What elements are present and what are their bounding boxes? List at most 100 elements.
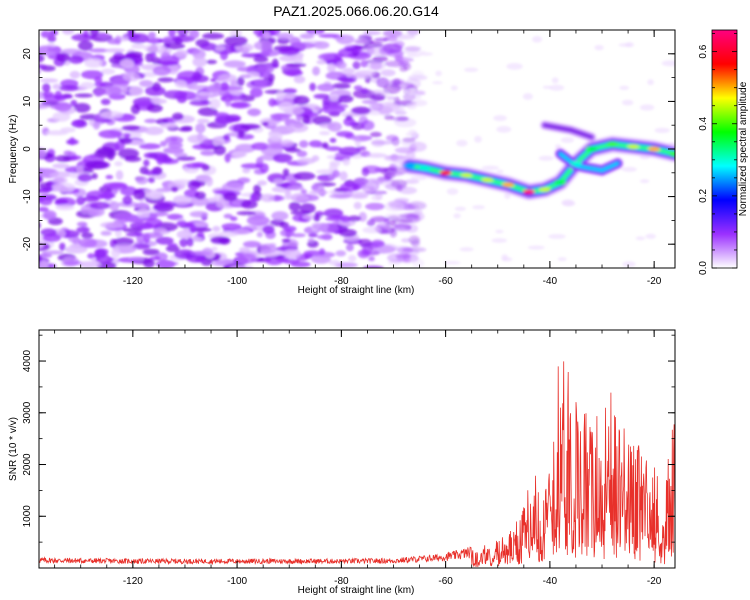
noise-blob xyxy=(300,189,307,195)
noise-blob xyxy=(284,148,302,153)
noise-blob xyxy=(371,93,386,102)
noise-blob xyxy=(111,247,121,259)
noise-blob xyxy=(352,61,361,70)
noise-blob xyxy=(144,170,159,176)
noise-blob xyxy=(321,105,346,114)
noise-blob xyxy=(76,226,90,233)
noise-blob xyxy=(291,233,306,238)
noise-blob xyxy=(122,195,133,205)
noise-blob xyxy=(398,213,420,219)
noise-blob xyxy=(197,91,213,97)
x-tick-label: -40 xyxy=(543,276,558,287)
noise-blob xyxy=(317,53,335,61)
noise-blob xyxy=(366,182,377,187)
spectrogram-signal-track xyxy=(401,121,675,200)
noise-blob xyxy=(202,32,225,40)
noise-blob xyxy=(272,153,293,163)
x-tick-label: -120 xyxy=(123,276,143,287)
noise-blob xyxy=(64,245,88,254)
noise-blob xyxy=(493,115,507,122)
noise-blob xyxy=(101,86,122,96)
noise-blob xyxy=(635,236,646,241)
spectrogram-y-tick-labels: -20 -10 0 10 20 xyxy=(22,48,33,252)
noise-blob xyxy=(363,265,384,268)
noise-blob xyxy=(139,80,154,87)
noise-blob xyxy=(194,191,206,200)
signal-track-branch xyxy=(542,123,594,140)
noise-blob xyxy=(351,73,369,79)
noise-blob xyxy=(197,107,218,117)
signal-peak xyxy=(439,170,452,176)
noise-blob xyxy=(63,150,73,156)
noise-blob xyxy=(382,102,400,112)
noise-blob xyxy=(42,250,64,255)
x-tick-label: -80 xyxy=(334,576,349,587)
noise-blob xyxy=(201,164,210,171)
noise-blob xyxy=(186,237,194,247)
x-tick-label: -60 xyxy=(438,276,453,287)
noise-blob xyxy=(386,170,405,177)
noise-blob xyxy=(365,202,385,211)
noise-blob xyxy=(276,90,285,101)
noise-blob xyxy=(384,60,406,67)
noise-blob xyxy=(214,45,225,52)
spectrogram-x-tick-labels: -120 -100 -80 -60 -40 -20 xyxy=(123,276,662,287)
noise-blob xyxy=(60,127,76,133)
noise-blob xyxy=(59,242,66,251)
noise-blob xyxy=(622,261,636,268)
noise-blob xyxy=(206,59,217,65)
noise-blob xyxy=(386,220,397,227)
noise-blob xyxy=(366,45,375,55)
noise-blob xyxy=(289,180,297,186)
noise-blob xyxy=(411,99,428,107)
noise-blob xyxy=(212,225,221,232)
noise-blob xyxy=(145,218,163,228)
noise-blob xyxy=(94,248,107,259)
noise-blob xyxy=(225,114,242,122)
noise-blob xyxy=(81,232,94,239)
noise-blob xyxy=(139,143,161,150)
noise-blob xyxy=(220,50,228,61)
noise-blob xyxy=(102,182,127,189)
noise-blob xyxy=(125,232,143,237)
noise-blob xyxy=(283,88,297,94)
noise-blob xyxy=(328,259,341,266)
noise-blob xyxy=(551,77,559,84)
noise-blob xyxy=(176,220,188,227)
noise-blob xyxy=(385,155,408,160)
noise-blob xyxy=(100,230,112,236)
noise-blob xyxy=(236,66,258,72)
noise-blob xyxy=(146,37,164,44)
noise-blob xyxy=(340,217,351,223)
noise-blob xyxy=(224,35,248,47)
noise-blob xyxy=(361,167,370,177)
noise-blob xyxy=(394,197,410,203)
noise-blob xyxy=(225,96,231,107)
noise-blob xyxy=(282,258,300,265)
noise-blob xyxy=(308,190,329,195)
noise-blob xyxy=(361,99,378,104)
noise-blob xyxy=(353,38,370,45)
noise-blob xyxy=(387,253,407,263)
noise-blob xyxy=(156,155,164,166)
noise-blob xyxy=(240,163,262,169)
noise-blob xyxy=(335,250,347,257)
noise-blob xyxy=(91,173,98,180)
colorbar-ticks xyxy=(712,33,737,269)
noise-blob xyxy=(481,165,500,171)
signal-peak xyxy=(570,160,582,166)
noise-blob xyxy=(474,135,482,143)
noise-blob xyxy=(353,201,362,210)
noise-blob xyxy=(54,102,72,112)
noise-blob xyxy=(63,260,83,266)
noise-blob xyxy=(522,93,534,100)
noise-blob xyxy=(285,63,307,68)
noise-blob xyxy=(311,155,320,162)
noise-blob xyxy=(223,192,238,202)
noise-blob xyxy=(639,179,650,184)
noise-blob xyxy=(287,185,305,191)
noise-blob xyxy=(283,248,301,259)
noise-blob xyxy=(342,158,351,166)
noise-blob xyxy=(121,125,141,131)
